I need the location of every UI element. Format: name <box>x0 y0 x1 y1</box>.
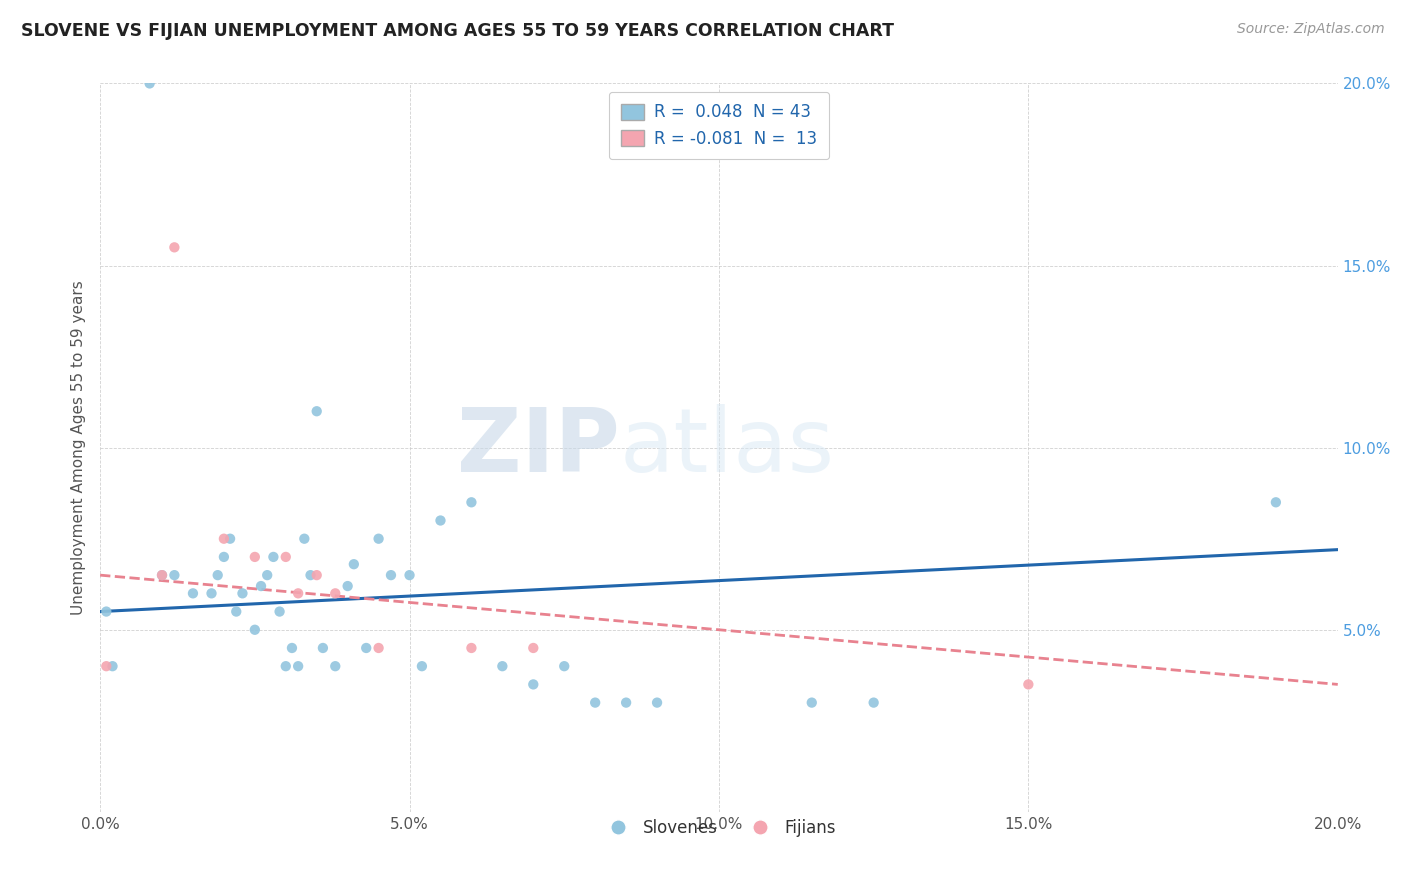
Point <box>522 640 544 655</box>
Point <box>323 659 346 673</box>
Point <box>862 696 884 710</box>
Point <box>207 568 229 582</box>
Point <box>219 532 242 546</box>
Point <box>96 659 118 673</box>
Point <box>323 586 346 600</box>
Point <box>429 514 451 528</box>
Point <box>256 568 278 582</box>
Point <box>96 605 118 619</box>
Point <box>281 640 304 655</box>
Point <box>398 568 420 582</box>
Point <box>181 586 204 600</box>
Point <box>163 240 186 254</box>
Point <box>305 568 328 582</box>
Point <box>150 568 173 582</box>
Point <box>212 532 235 546</box>
Text: Source: ZipAtlas.com: Source: ZipAtlas.com <box>1237 22 1385 37</box>
Point <box>250 579 273 593</box>
Point <box>274 659 297 673</box>
Point <box>354 640 377 655</box>
Point <box>614 696 637 710</box>
Text: SLOVENE VS FIJIAN UNEMPLOYMENT AMONG AGES 55 TO 59 YEARS CORRELATION CHART: SLOVENE VS FIJIAN UNEMPLOYMENT AMONG AGE… <box>21 22 894 40</box>
Point <box>460 640 482 655</box>
Point <box>367 640 389 655</box>
Point <box>287 586 309 600</box>
Point <box>163 568 186 582</box>
Point <box>150 568 173 582</box>
Point <box>367 532 389 546</box>
Point <box>274 549 297 564</box>
Legend: Slovenes, Fijians: Slovenes, Fijians <box>595 813 844 844</box>
Y-axis label: Unemployment Among Ages 55 to 59 years: Unemployment Among Ages 55 to 59 years <box>72 280 86 615</box>
Point <box>343 558 366 572</box>
Point <box>645 696 668 710</box>
Point <box>583 696 606 710</box>
Point <box>292 532 315 546</box>
Point <box>336 579 359 593</box>
Point <box>305 404 328 418</box>
Point <box>212 549 235 564</box>
Point <box>522 677 544 691</box>
Point <box>200 586 222 600</box>
Point <box>243 623 266 637</box>
Point <box>411 659 433 673</box>
Point <box>299 568 322 582</box>
Point <box>800 696 823 710</box>
Point <box>138 77 160 91</box>
Point <box>243 549 266 564</box>
Point <box>312 640 335 655</box>
Text: ZIP: ZIP <box>457 404 620 491</box>
Point <box>262 549 284 564</box>
Point <box>1264 495 1286 509</box>
Point <box>491 659 513 673</box>
Point <box>287 659 309 673</box>
Text: atlas: atlas <box>620 404 835 491</box>
Point <box>231 586 253 600</box>
Point <box>1017 677 1039 691</box>
Point <box>269 605 291 619</box>
Point <box>380 568 402 582</box>
Point <box>553 659 575 673</box>
Point <box>225 605 247 619</box>
Point <box>101 659 124 673</box>
Point <box>460 495 482 509</box>
